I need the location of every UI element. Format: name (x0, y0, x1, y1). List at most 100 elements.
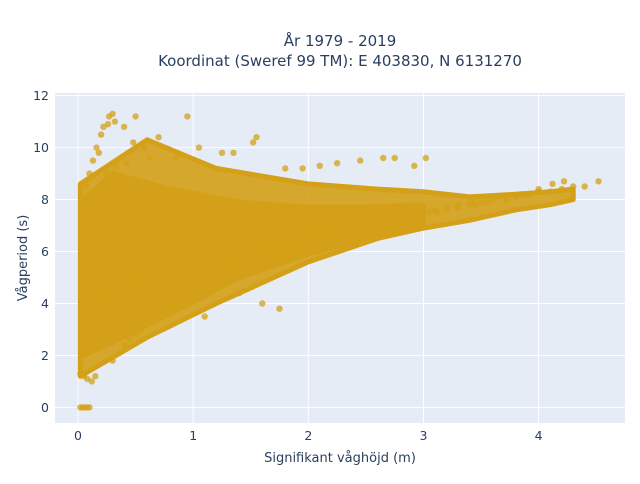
data-point (420, 209, 427, 216)
data-point (316, 232, 323, 240)
data-point (276, 305, 283, 312)
x-tick-label: 4 (535, 428, 543, 443)
data-point (149, 315, 157, 323)
data-point (570, 183, 577, 190)
data-point (78, 352, 85, 359)
data-point (422, 154, 429, 162)
data-point (167, 308, 174, 315)
data-point (104, 121, 112, 128)
data-point (287, 237, 295, 245)
data-point (282, 243, 289, 250)
data-point (395, 214, 402, 221)
data-point (503, 196, 510, 203)
data-point (138, 326, 145, 333)
data-point (316, 162, 323, 169)
data-point (512, 193, 519, 201)
data-point (299, 235, 306, 242)
data-point (403, 214, 410, 221)
data-point (149, 269, 157, 276)
data-point (82, 183, 90, 190)
data-point (146, 154, 153, 162)
data-point (120, 123, 128, 130)
data-point (109, 110, 116, 118)
data-point (112, 162, 120, 169)
data-point (116, 349, 123, 356)
data-point (138, 284, 145, 292)
data-point (103, 170, 111, 177)
data-point (385, 217, 393, 224)
data-point (549, 180, 556, 188)
data-point (81, 248, 89, 255)
data-point (141, 144, 148, 151)
data-point (230, 250, 237, 258)
data-point (259, 300, 266, 307)
data-point (97, 209, 105, 216)
data-point (132, 113, 139, 120)
data-point (434, 209, 441, 216)
data-point (84, 300, 91, 307)
data-point (468, 196, 475, 203)
data-point (130, 139, 137, 146)
data-point (535, 185, 542, 193)
data-point (547, 188, 554, 195)
data-point (95, 300, 103, 307)
data-point (581, 183, 588, 190)
data-point (264, 243, 272, 250)
data-point (155, 313, 162, 320)
data-point (489, 196, 496, 203)
data-point (115, 284, 122, 292)
data-point (155, 134, 162, 141)
data-point (391, 154, 398, 162)
data-point (172, 154, 180, 162)
data-point (143, 321, 151, 328)
data-point (93, 235, 100, 242)
data-point (305, 235, 312, 242)
data-point (310, 232, 318, 240)
data-point (454, 204, 462, 211)
x-tick-label: 0 (74, 428, 82, 443)
data-point (86, 339, 93, 346)
data-point (357, 157, 364, 164)
data-point (88, 196, 96, 203)
y-tick-label: 4 (41, 296, 49, 311)
data-point (411, 162, 418, 169)
data-point (236, 289, 243, 297)
data-point (249, 139, 257, 146)
data-point (443, 206, 450, 214)
data-point (276, 240, 283, 247)
data-point (190, 284, 197, 292)
data-point (380, 154, 387, 162)
data-point (95, 287, 103, 294)
data-point (111, 118, 119, 125)
x-tick-label: 3 (420, 428, 428, 443)
data-point (86, 170, 93, 177)
data-point (80, 326, 88, 333)
data-point (93, 144, 100, 151)
x-tick-label: 2 (304, 428, 312, 443)
data-point (333, 160, 341, 167)
data-point (322, 230, 329, 237)
y-tick-label: 8 (41, 192, 49, 207)
data-point (97, 131, 105, 138)
data-point (92, 373, 99, 380)
x-axis-title: Signifikant våghöjd (m) (264, 451, 416, 466)
data-point (595, 178, 602, 185)
data-point (184, 113, 191, 120)
data-point (472, 201, 479, 208)
data-point (120, 341, 128, 349)
y-tick-label: 0 (41, 400, 49, 415)
data-point (270, 248, 277, 255)
data-point (426, 209, 433, 216)
data-point (333, 227, 341, 234)
data-point (518, 191, 525, 198)
data-point (259, 250, 266, 258)
data-point (88, 378, 96, 385)
data-point (218, 253, 226, 260)
data-point (207, 256, 214, 263)
data-point (109, 357, 116, 364)
data-point (91, 313, 98, 320)
data-point (345, 224, 352, 232)
